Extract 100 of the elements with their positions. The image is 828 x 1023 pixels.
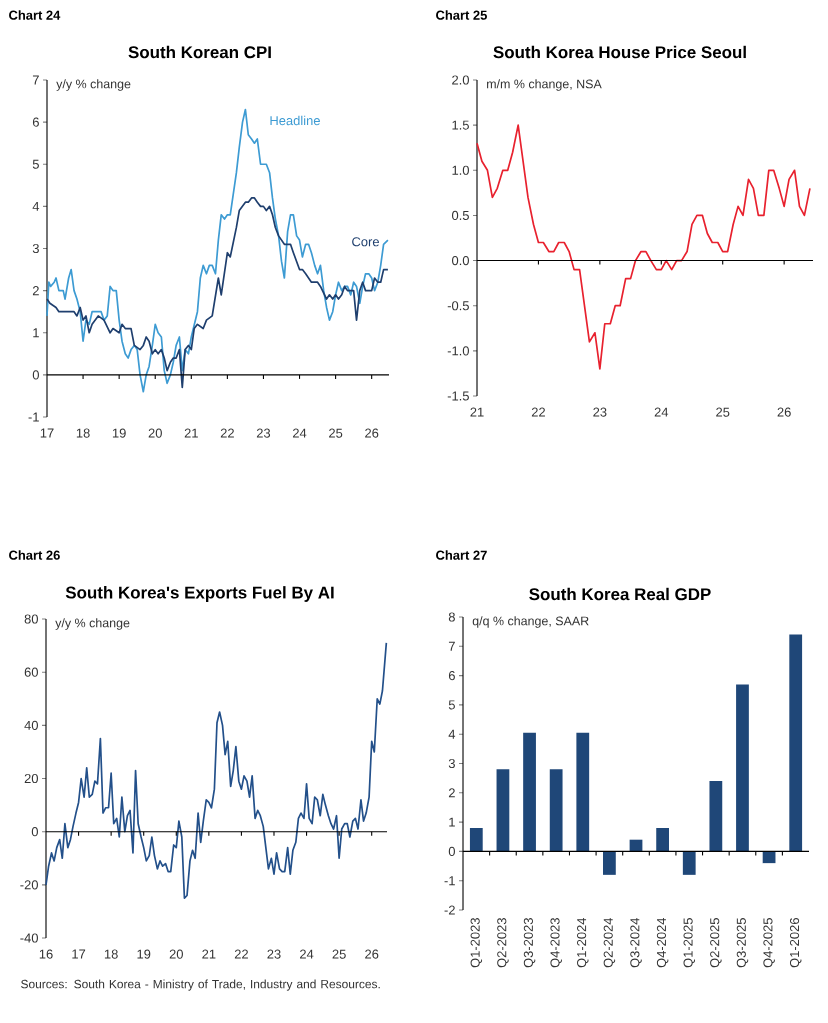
bar [523,732,536,852]
x-tick-label: Q2-2023 [497,918,509,968]
x-tick-label: Q2-2024 [603,917,616,968]
x-tick-label: 17 [72,949,86,959]
y-tick-label: 8 [448,612,455,622]
y-tick-label: 2 [32,286,39,296]
y-tick-label: -1 [444,876,455,886]
x-tick-label: Q1-2024 [577,917,589,968]
x-tick-label: 23 [256,428,271,438]
x-tick-label: 16 [39,949,53,959]
y-tick-label: -2 [444,905,455,915]
series-label: Core [352,237,379,247]
x-tick-label: 20 [169,949,183,959]
x-tick-label: Q1-2023 [470,918,483,968]
source-note: Sources: South Korea - Ministry of Trade, Industry and Resources. [21,979,380,991]
series-label: Headline [270,115,320,126]
x-tick-label: 21 [470,407,484,417]
bar [682,851,696,875]
y-axis-title: y/y % change [55,618,130,630]
y-tick-label: -40 [20,933,38,943]
x-tick-label: 25 [329,428,343,438]
y-tick-label: -0.5 [447,301,469,311]
x-tick-label: 24 [300,949,314,959]
x-tick-label: 24 [292,428,307,438]
x-tick-label: Q3-2023 [523,918,536,968]
x-tick-label: 25 [716,407,730,417]
bar [709,781,723,852]
caption: Chart 25 [436,10,487,20]
x-tick-label: 17 [40,428,54,438]
chart-title: South Korea House Price Seoul [493,45,746,59]
y-tick-label: 4 [448,729,456,739]
x-tick-label: Q3-2025 [736,918,749,968]
bar [469,827,483,852]
y-tick-label: 6 [448,671,455,681]
bar [549,769,563,852]
x-tick-label: 23 [267,949,281,959]
x-tick-label: Q4-2025 [763,918,775,968]
bar [603,851,616,875]
x-tick-label: 25 [332,949,346,959]
x-tick-label: 26 [777,407,791,417]
chart-title: South Korea Real GDP [529,587,711,601]
y-tick-label: 1.0 [452,165,469,175]
line-series [46,108,389,393]
y-tick-label: 6 [32,117,39,127]
y-tick-label: 5 [32,159,39,169]
x-tick-label: 23 [593,407,607,417]
caption: Chart 27 [436,550,487,560]
x-tick-label: 19 [137,949,151,959]
y-tick-label: 40 [24,720,38,730]
caption: Chart 24 [9,10,61,20]
bar [496,769,510,852]
x-tick-label: 22 [220,428,234,438]
x-tick-label: 24 [654,407,669,417]
x-tick-label: 26 [365,428,379,438]
x-tick-label: Q1-2026 [789,918,802,968]
chart-title: South Korean CPI [128,45,271,59]
y-tick-label: 0.0 [451,255,469,266]
x-tick-label: Q1-2025 [683,918,695,968]
y-tick-label: 0.5 [451,210,469,221]
bar [736,684,749,852]
y-axis-title: m/m % change, NSA [487,79,602,91]
y-axis-title: q/q % change, SAAR [472,616,589,628]
x-tick-label: Q4-2024 [656,917,669,968]
y-tick-label: -1.5 [447,391,469,401]
x-tick-label: Q2-2025 [710,918,722,968]
y-tick-label: 1 [33,328,39,338]
x-tick-label: 22 [234,949,248,959]
bar [576,732,590,852]
y-tick-label: 0 [32,370,39,380]
x-tick-label: 18 [104,949,118,959]
x-tick-label: 18 [76,428,90,438]
x-tick-label: 26 [365,949,379,959]
y-tick-label: 3 [32,243,39,254]
y-tick-label: -20 [20,880,38,890]
y-tick-label: 60 [24,667,38,677]
y-tick-label: -1 [28,412,39,422]
y-tick-label: 7 [32,75,39,85]
y-tick-label: 7 [448,641,455,651]
x-tick-label: Q4-2023 [550,918,562,968]
y-tick-label: 0 [448,846,455,856]
y-tick-label: 2 [448,788,455,798]
y-tick-label: 1.5 [452,120,469,130]
y-tick-label: 4 [32,201,40,211]
x-tick-label: 21 [202,949,216,959]
y-tick-label: 80 [24,614,38,624]
x-tick-label: 20 [148,428,162,438]
y-tick-label: 0 [31,827,38,837]
y-axis-title: y/y % change [56,79,131,91]
x-tick-label: 21 [184,428,198,438]
x-tick-label: 19 [112,428,126,438]
y-tick-label: 1 [449,817,455,827]
x-tick-label: Q3-2024 [630,917,642,968]
caption: Chart 26 [9,550,60,560]
line-series [46,197,389,389]
y-tick-label: 2.0 [452,75,469,85]
y-tick-label: 5 [448,700,455,710]
y-tick-label: 3 [448,758,455,769]
y-tick-label: -1.0 [447,346,469,356]
bar [656,827,670,852]
bar [789,634,803,852]
